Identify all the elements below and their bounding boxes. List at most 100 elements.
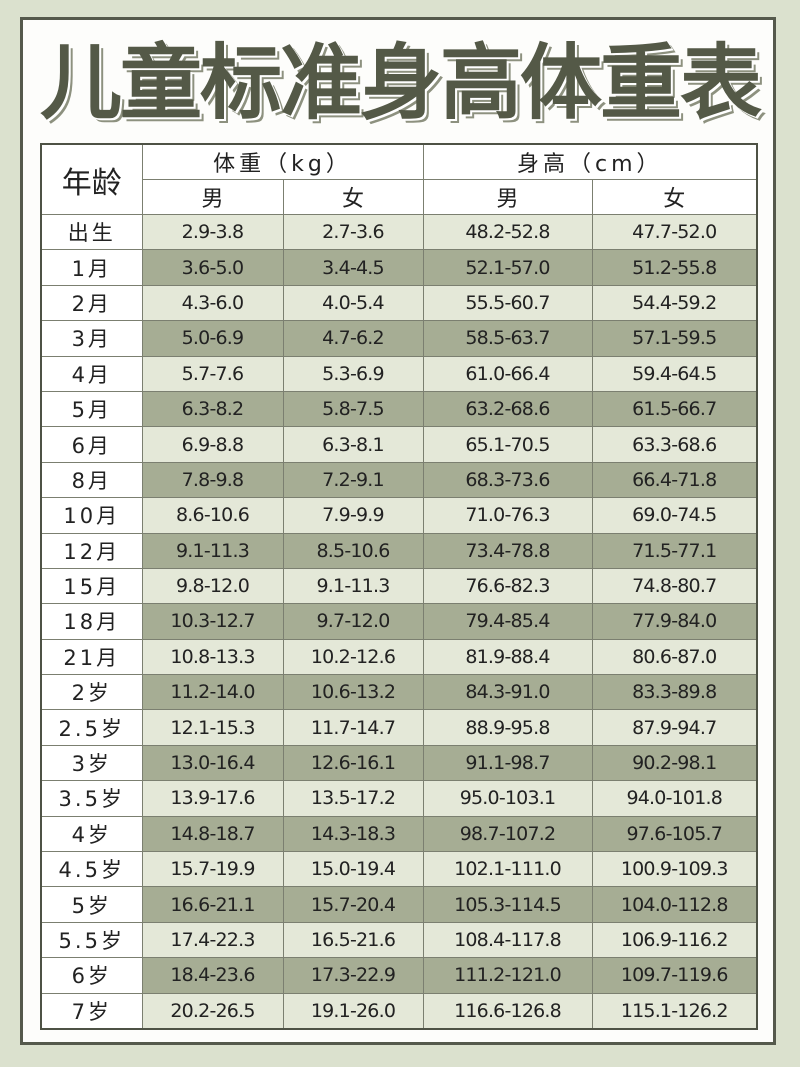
weight-male-cell: 4.3-6.0: [141, 284, 284, 322]
weight-male-cell: 11.2-14.0: [141, 674, 284, 711]
table-row: 10月 8.6-10.6 7.9-9.9 71.0-76.3 69.0-74.5: [40, 497, 758, 534]
age-cell: 12月: [40, 532, 143, 569]
age-cell: 8月: [40, 461, 143, 499]
table-row: 1月 3.6-5.0 3.4-4.5 52.1-57.0 51.2-55.8: [40, 249, 758, 286]
height-male-cell: 102.1-111.0: [422, 851, 593, 888]
weight-female-cell: 4.7-6.2: [282, 320, 424, 357]
weight-male-cell: 5.0-6.9: [141, 320, 284, 357]
table-row: 5.5岁 17.4-22.3 16.5-21.6 108.4-117.8 106.9-1…: [40, 921, 758, 959]
age-cell: 18月: [40, 603, 143, 640]
weight-male-cell: 20.2-26.5: [141, 992, 284, 1030]
height-male-header: 男: [422, 179, 593, 215]
height-male-cell: 105.3-114.5: [422, 886, 593, 923]
age-cell: 7岁: [40, 992, 143, 1030]
weight-female-cell: 19.1-26.0: [282, 992, 424, 1030]
height-male-cell: 76.6-82.3: [422, 567, 593, 605]
height-female-cell: 54.4-59.2: [591, 284, 758, 322]
age-header: 年龄: [40, 143, 143, 215]
weight-female-cell: 3.4-4.5: [282, 249, 424, 286]
weight-female-cell: 5.8-7.5: [282, 390, 424, 428]
age-cell: 10月: [40, 497, 143, 534]
age-cell: 5月: [40, 390, 143, 428]
height-female-cell: 51.2-55.8: [591, 249, 758, 286]
weight-male-cell: 10.3-12.7: [141, 603, 284, 640]
height-female-cell: 61.5-66.7: [591, 390, 758, 428]
weight-female-cell: 9.1-11.3: [282, 567, 424, 605]
age-cell: 4.5岁: [40, 851, 143, 888]
header-row-2: 男 女 男 女: [41, 179, 758, 215]
weight-male-cell: 8.6-10.6: [141, 497, 284, 534]
height-female-cell: 63.3-68.6: [591, 426, 758, 463]
weight-male-cell: 17.4-22.3: [141, 921, 284, 959]
height-female-cell: 97.6-105.7: [591, 815, 758, 853]
age-cell: 15月: [40, 567, 143, 605]
height-female-cell: 57.1-59.5: [591, 320, 758, 357]
weight-female-cell: 14.3-18.3: [282, 815, 424, 853]
age-cell: 2岁: [40, 674, 143, 711]
height-male-cell: 48.2-52.8: [422, 213, 593, 251]
height-male-cell: 65.1-70.5: [422, 426, 593, 463]
weight-female-cell: 6.3-8.1: [282, 426, 424, 463]
age-cell: 4岁: [40, 815, 143, 853]
height-male-cell: 68.3-73.6: [422, 461, 593, 499]
height-male-cell: 79.4-85.4: [422, 603, 593, 640]
age-cell: 3.5岁: [40, 780, 143, 817]
height-female-header: 女: [591, 179, 758, 215]
height-male-cell: 81.9-88.4: [422, 638, 593, 676]
table-row: 5岁 16.6-21.1 15.7-20.4 105.3-114.5 104.0-112…: [40, 886, 758, 923]
table-row: 5月 6.3-8.2 5.8-7.5 63.2-68.6 61.5-66.7: [40, 390, 758, 428]
age-cell: 21月: [40, 638, 143, 676]
weight-male-cell: 10.8-13.3: [141, 638, 284, 676]
height-female-cell: 80.6-87.0: [591, 638, 758, 676]
age-cell: 3月: [40, 320, 143, 357]
table-row: 4岁 14.8-18.7 14.3-18.3 98.7-107.2 97.6-105.7: [40, 815, 758, 853]
age-cell: 2.5岁: [40, 709, 143, 746]
age-cell: 6月: [40, 426, 143, 463]
height-male-cell: 58.5-63.7: [422, 320, 593, 357]
table-row: 12月 9.1-11.3 8.5-10.6 73.4-78.8 71.5-77.1: [40, 532, 758, 569]
height-male-cell: 108.4-117.8: [422, 921, 593, 959]
page-title: 儿童标准身高体重表: [39, 36, 762, 131]
weight-female-cell: 2.7-3.6: [282, 213, 424, 251]
weight-header: 体重（kg）: [141, 143, 424, 180]
weight-male-cell: 15.7-19.9: [141, 851, 284, 888]
height-male-cell: 88.9-95.8: [422, 709, 593, 746]
weight-female-cell: 15.7-20.4: [282, 886, 424, 923]
weight-female-cell: 8.5-10.6: [282, 532, 424, 569]
age-cell: 出生: [40, 213, 143, 251]
table-row: 2月 4.3-6.0 4.0-5.4 55.5-60.7 54.4-59.2: [40, 284, 758, 322]
weight-male-cell: 9.8-12.0: [141, 567, 284, 605]
age-cell: 2月: [40, 284, 143, 322]
weight-female-cell: 7.2-9.1: [282, 461, 424, 499]
weight-female-cell: 9.7-12.0: [282, 603, 424, 640]
table-row: 4月 5.7-7.6 5.3-6.9 61.0-66.4 59.4-64.5: [40, 355, 758, 392]
height-female-cell: 106.9-116.2: [591, 921, 758, 959]
height-male-cell: 61.0-66.4: [422, 355, 593, 392]
weight-male-cell: 14.8-18.7: [141, 815, 284, 853]
table-row: 3.5岁 13.9-17.6 13.5-17.2 95.0-103.1 94.0-101…: [40, 780, 758, 817]
weight-male-cell: 16.6-21.1: [141, 886, 284, 923]
table-row: 21月 10.8-13.3 10.2-12.6 81.9-88.4 80.6-87.0: [40, 638, 758, 676]
age-cell: 6岁: [40, 957, 143, 994]
weight-female-cell: 10.2-12.6: [282, 638, 424, 676]
height-male-cell: 84.3-91.0: [422, 674, 593, 711]
height-female-cell: 83.3-89.8: [591, 674, 758, 711]
weight-female-cell: 4.0-5.4: [282, 284, 424, 322]
weight-female-cell: 17.3-22.9: [282, 957, 424, 994]
weight-male-cell: 5.7-7.6: [141, 355, 284, 392]
table-row: 6岁 18.4-23.6 17.3-22.9 111.2-121.0 109.7-119…: [40, 957, 758, 994]
weight-female-cell: 10.6-13.2: [282, 674, 424, 711]
height-female-cell: 59.4-64.5: [591, 355, 758, 392]
table-row: 3月 5.0-6.9 4.7-6.2 58.5-63.7 57.1-59.5: [40, 320, 758, 357]
height-female-cell: 94.0-101.8: [591, 780, 758, 817]
table-row: 7岁 20.2-26.5 19.1-26.0 116.6-126.8 115.1-126…: [40, 992, 758, 1030]
table-row: 4.5岁 15.7-19.9 15.0-19.4 102.1-111.0 100.9-1…: [40, 851, 758, 888]
weight-male-cell: 12.1-15.3: [141, 709, 284, 746]
height-female-cell: 109.7-119.6: [591, 957, 758, 994]
height-female-cell: 66.4-71.8: [591, 461, 758, 499]
table-row: 6月 6.9-8.8 6.3-8.1 65.1-70.5 63.3-68.6: [40, 426, 758, 463]
weight-male-cell: 3.6-5.0: [141, 249, 284, 286]
growth-table: 年龄 体重（kg） 身高（cm） 男 女 男 女 出生 2.9-3.8 2.7-3.…: [40, 143, 758, 1030]
height-male-cell: 116.6-126.8: [422, 992, 593, 1030]
age-cell: 1月: [40, 249, 143, 286]
